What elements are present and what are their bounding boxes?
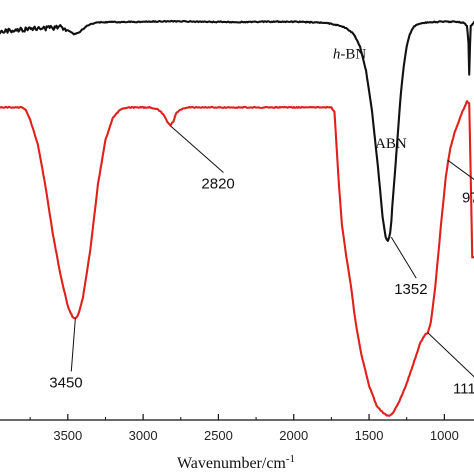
- x-tick-label-2000: 2000: [279, 428, 308, 443]
- annotation-leader-2820: [169, 125, 224, 173]
- x-tick-label-3500: 3500: [53, 428, 82, 443]
- annotation-label-1352: 1352: [394, 281, 427, 298]
- x-axis-title: Wavenumber/cm-1: [177, 453, 295, 472]
- x-tick-label-1500: 1500: [355, 428, 384, 443]
- axis-layer: 3500 3000 2500 2000 1500 1000: [0, 414, 474, 443]
- annotation-label-2820: 2820: [201, 176, 234, 193]
- series-label-text-part: ABN: [375, 136, 407, 152]
- x-axis-title-superscript: -1: [286, 453, 295, 465]
- series-line-abn: [0, 100, 474, 417]
- series-label-abn: ABN: [375, 136, 407, 152]
- annotation-leader-3450: [70, 318, 76, 372]
- x-tick-label-2500: 2500: [204, 428, 233, 443]
- series-label-h-bn: h-BN: [333, 47, 367, 63]
- annotation-leader-1352: [390, 237, 417, 279]
- annotation-layer: h-BN ABN 2820 3450 1352 1110 978: [49, 47, 474, 398]
- series-label-text-part: -BN: [340, 47, 366, 63]
- annotation-leader-978: [447, 159, 474, 181]
- series-line-h-bn: [0, 19, 474, 242]
- series-label-italic-part: h: [333, 47, 341, 63]
- x-tick-label-3000: 3000: [129, 428, 158, 443]
- x-tick-label-1000: 1000: [430, 428, 459, 443]
- annotation-leader-1110: [427, 332, 474, 378]
- x-axis-title-main: Wavenumber/cm: [177, 455, 286, 472]
- annotation-label-1110: 1110: [453, 381, 474, 398]
- annotation-label-3450: 3450: [49, 374, 82, 391]
- annotation-label-978: 978: [462, 190, 474, 207]
- series-layer: [0, 19, 474, 417]
